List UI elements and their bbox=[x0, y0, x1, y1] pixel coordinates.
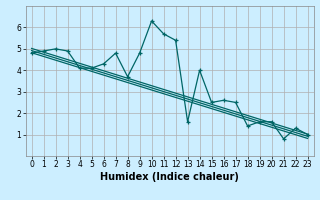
X-axis label: Humidex (Indice chaleur): Humidex (Indice chaleur) bbox=[100, 172, 239, 182]
